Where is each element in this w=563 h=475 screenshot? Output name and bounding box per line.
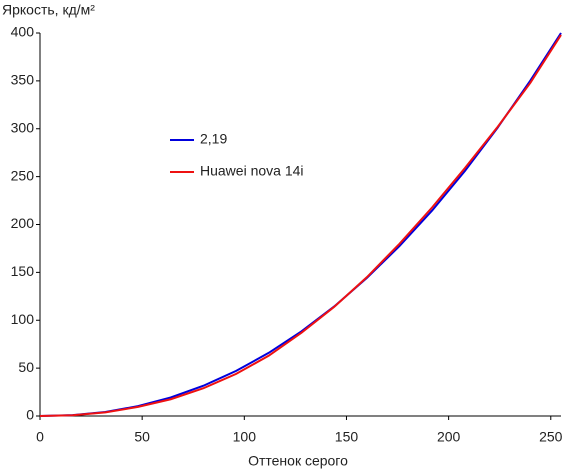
- y-tick-label: 150: [11, 263, 35, 279]
- y-tick-label: 300: [11, 119, 35, 135]
- x-tick-label: 100: [233, 429, 257, 445]
- x-axis-label: Оттенок серого: [248, 453, 348, 469]
- y-tick-label: 0: [26, 407, 34, 423]
- series-line: [39, 32, 562, 417]
- y-tick-label: 50: [18, 359, 34, 375]
- legend-label: Huawei nova 14i: [200, 163, 304, 179]
- y-tick-label: 250: [11, 167, 35, 183]
- y-tick-label: 350: [11, 72, 35, 88]
- series-line: [39, 34, 562, 417]
- y-tick-label: 400: [11, 24, 35, 40]
- x-tick-label: 250: [539, 429, 563, 445]
- legend-label: 2,19: [200, 131, 227, 147]
- x-tick-label: 50: [134, 429, 150, 445]
- y-axis-label: Яркость, кд/м²: [2, 2, 95, 18]
- y-tick-label: 200: [11, 215, 35, 231]
- y-tick-label: 100: [11, 311, 35, 327]
- x-tick-label: 150: [335, 429, 359, 445]
- x-tick-label: 200: [437, 429, 461, 445]
- x-tick-label: 0: [36, 429, 44, 445]
